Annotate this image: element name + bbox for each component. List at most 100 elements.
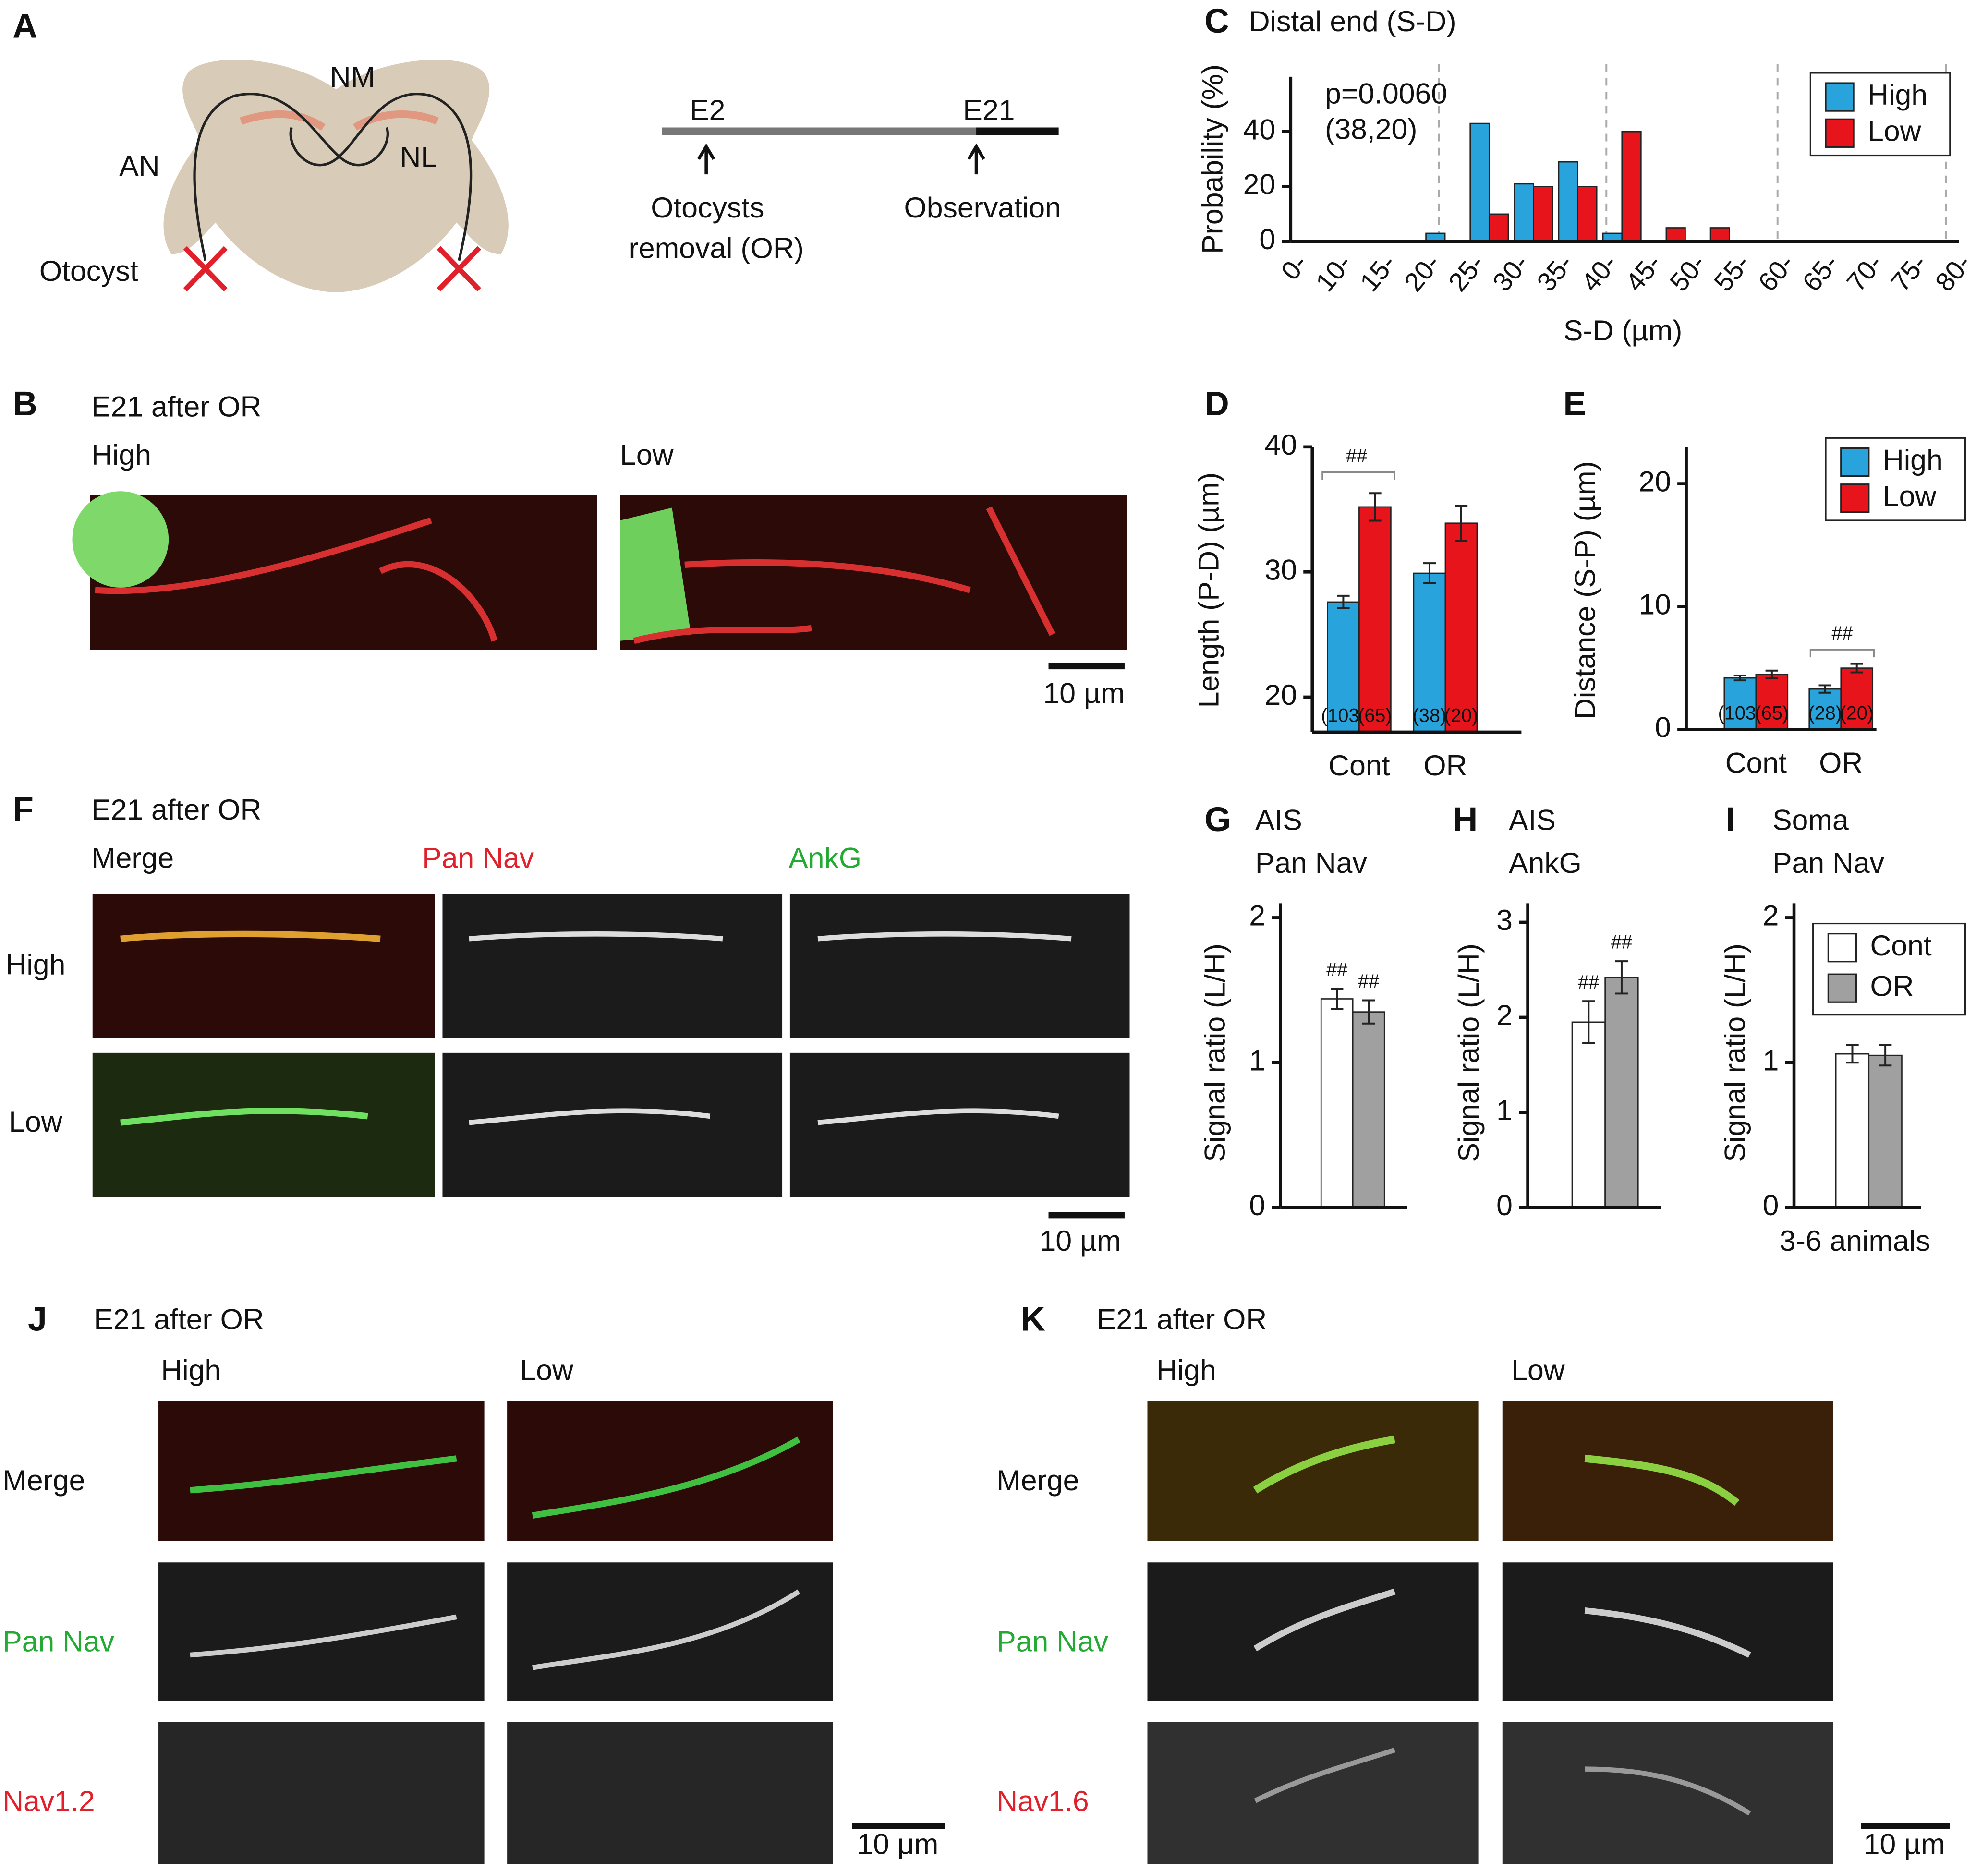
legend-swatch <box>1825 118 1855 148</box>
bracket <box>1321 471 1395 480</box>
bar <box>1352 1011 1385 1208</box>
y-axis-label: Distance (S-P) (µm) <box>1569 461 1601 719</box>
y-tick-label: 20 <box>1243 168 1276 201</box>
axon <box>1253 1588 1751 1658</box>
arrow <box>697 143 985 175</box>
error-bar <box>1818 684 1831 694</box>
y-tick-label: 40 <box>1264 428 1297 461</box>
legend-swatch <box>1827 973 1857 1003</box>
axon <box>1254 1748 1751 1816</box>
scale-label: 10 μm <box>857 1828 938 1860</box>
axon <box>120 1107 368 1126</box>
axon <box>469 1108 1059 1125</box>
column-label: AnkG <box>788 842 861 874</box>
row-label: Merge <box>2 1464 85 1497</box>
micrograph <box>789 894 1130 1038</box>
row-label: Low <box>9 1105 62 1138</box>
error-bar <box>1331 988 1344 1010</box>
panel-label: F <box>12 790 34 829</box>
timeline-label: Otocysts <box>651 191 764 224</box>
panel-label: J <box>28 1300 47 1338</box>
chart-subtitle: Pan Nav <box>1255 846 1368 879</box>
error-bar <box>1765 669 1779 679</box>
bar <box>1835 1053 1870 1208</box>
x-tick-label: OR <box>1819 747 1863 779</box>
column-label: Low <box>520 1353 574 1386</box>
bar <box>1444 522 1478 733</box>
axon <box>633 506 1055 644</box>
bracket <box>1809 649 1875 658</box>
annotation: (38,20) <box>1325 112 1417 145</box>
y-tick-label: 0 <box>1259 223 1275 255</box>
column-label: High <box>91 438 151 471</box>
micrograph <box>158 1722 485 1864</box>
column-label: Low <box>1511 1353 1565 1386</box>
column-label: High <box>1156 1353 1216 1386</box>
legend-label: High <box>1867 78 1927 111</box>
bar <box>1868 1054 1903 1208</box>
guide-line <box>1438 64 1947 242</box>
axon <box>190 1589 800 1670</box>
error-bar <box>1455 505 1468 542</box>
x-tick-label: 60- <box>1752 248 1800 297</box>
legend-label: Low <box>1867 114 1921 147</box>
axon <box>95 517 498 642</box>
bar <box>1358 506 1392 733</box>
bar <box>1665 227 1686 242</box>
significance: ## <box>1611 932 1632 953</box>
scale-label: 10 µm <box>1864 1828 1945 1860</box>
axon <box>120 930 381 942</box>
micrograph <box>1502 1722 1833 1864</box>
legend-label: Cont <box>1870 929 1931 962</box>
micrograph <box>789 1052 1130 1197</box>
error-bar <box>1423 562 1436 584</box>
schematic-label: NM <box>330 60 375 93</box>
bar <box>1621 131 1642 242</box>
x-tick-label: Cont <box>1328 749 1390 782</box>
y-tick-label: 1 <box>1249 1044 1265 1076</box>
schematic-label: AN <box>119 149 159 182</box>
schematic-label: NL <box>400 140 437 173</box>
micrograph <box>507 1722 833 1864</box>
y-tick-label: 0 <box>1655 711 1671 744</box>
panel-label: G <box>1204 800 1231 839</box>
scale-label: 10 µm <box>1043 676 1125 709</box>
removal-mark <box>183 246 481 292</box>
soma <box>620 507 691 641</box>
annotation: p=0.0060 <box>1325 77 1447 109</box>
bar <box>1469 122 1490 242</box>
panel-title: E21 after OR <box>91 793 261 826</box>
y-tick-label: 0 <box>1249 1189 1265 1221</box>
annotation: ## <box>1346 445 1367 466</box>
x-tick-label: 50- <box>1664 248 1711 297</box>
note: 3-6 animals <box>1780 1224 1930 1257</box>
x-tick-label: 25- <box>1443 248 1490 297</box>
panel-label: K <box>1020 1300 1045 1338</box>
soma <box>72 491 169 588</box>
bar <box>1604 977 1639 1208</box>
panel-label: A <box>12 7 37 45</box>
row-label: Pan Nav <box>2 1625 115 1657</box>
micrograph <box>507 1562 833 1701</box>
panel-label: E <box>1563 385 1586 423</box>
sample-count: (65) <box>1358 705 1392 726</box>
legend-label: Low <box>1883 480 1937 512</box>
error-bar <box>1362 999 1375 1025</box>
micrograph <box>1147 1722 1479 1864</box>
axon-path <box>193 93 473 261</box>
sample-count: (20) <box>1444 705 1478 726</box>
chart-title: AIS <box>1255 803 1302 836</box>
y-tick-label: 20 <box>1264 678 1297 711</box>
micrograph <box>1502 1562 1833 1701</box>
timeline-label: Observation <box>904 191 1061 224</box>
schematic-label: Otocyst <box>39 254 138 287</box>
micrograph <box>442 1052 783 1197</box>
row-label: Merge <box>996 1464 1079 1497</box>
error-bar <box>1615 960 1628 995</box>
panel-label: H <box>1453 800 1478 839</box>
y-tick-label: 40 <box>1243 113 1276 145</box>
micrograph <box>92 1052 435 1197</box>
legend-label: OR <box>1870 969 1914 1002</box>
x-tick-label: 80- <box>1929 248 1977 297</box>
